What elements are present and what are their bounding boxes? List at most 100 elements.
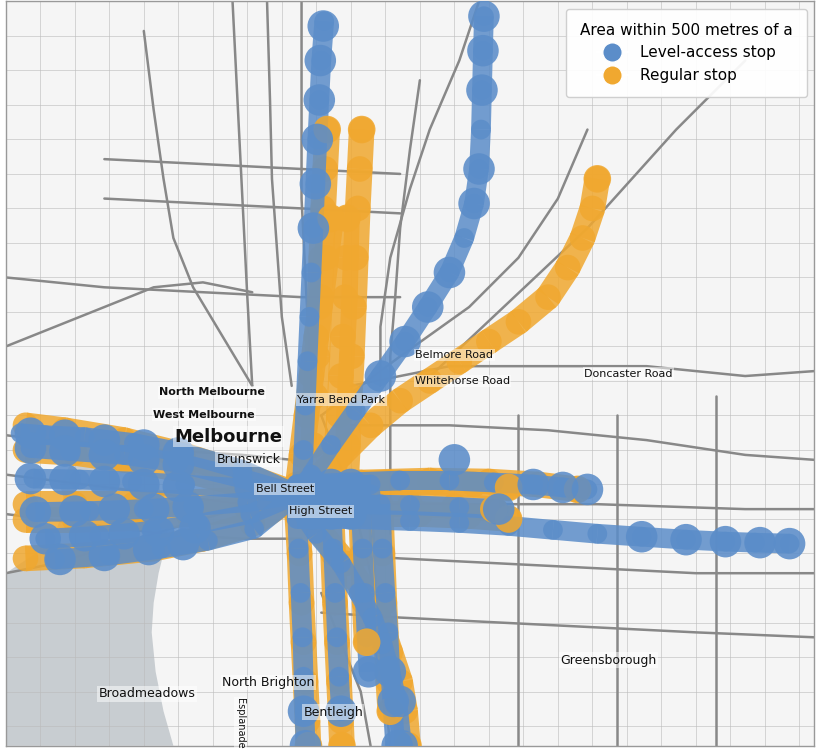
Polygon shape bbox=[288, 602, 316, 643]
Circle shape bbox=[333, 245, 358, 270]
Circle shape bbox=[301, 124, 333, 156]
Circle shape bbox=[12, 492, 38, 517]
Polygon shape bbox=[326, 681, 353, 722]
Circle shape bbox=[390, 470, 410, 491]
Circle shape bbox=[378, 623, 398, 643]
Polygon shape bbox=[199, 512, 256, 551]
Circle shape bbox=[370, 366, 390, 386]
Circle shape bbox=[314, 117, 340, 143]
Polygon shape bbox=[373, 642, 400, 683]
Polygon shape bbox=[303, 295, 333, 338]
Polygon shape bbox=[640, 527, 686, 550]
Circle shape bbox=[346, 485, 365, 504]
Polygon shape bbox=[459, 498, 499, 519]
Polygon shape bbox=[311, 525, 355, 572]
Polygon shape bbox=[160, 531, 210, 558]
Circle shape bbox=[170, 457, 196, 482]
Circle shape bbox=[89, 526, 109, 546]
Polygon shape bbox=[350, 588, 381, 622]
Polygon shape bbox=[473, 472, 509, 501]
Circle shape bbox=[471, 120, 491, 140]
Polygon shape bbox=[340, 470, 391, 498]
Circle shape bbox=[162, 437, 194, 469]
Circle shape bbox=[335, 498, 366, 530]
Polygon shape bbox=[45, 425, 85, 447]
Circle shape bbox=[99, 546, 119, 565]
Text: Belmore Road: Belmore Road bbox=[415, 350, 493, 360]
Polygon shape bbox=[487, 469, 538, 498]
Circle shape bbox=[303, 218, 323, 238]
Polygon shape bbox=[347, 504, 375, 554]
Polygon shape bbox=[355, 495, 370, 514]
Polygon shape bbox=[596, 524, 641, 547]
Polygon shape bbox=[6, 450, 173, 746]
Polygon shape bbox=[311, 20, 333, 61]
Polygon shape bbox=[345, 470, 400, 492]
Circle shape bbox=[384, 686, 415, 717]
Polygon shape bbox=[551, 520, 598, 544]
Circle shape bbox=[168, 453, 188, 473]
Circle shape bbox=[387, 388, 413, 414]
Circle shape bbox=[308, 521, 333, 547]
Polygon shape bbox=[372, 548, 395, 593]
Circle shape bbox=[583, 165, 610, 193]
Circle shape bbox=[170, 442, 196, 467]
Polygon shape bbox=[243, 482, 300, 522]
Polygon shape bbox=[342, 208, 370, 258]
Circle shape bbox=[287, 475, 306, 495]
Polygon shape bbox=[296, 361, 317, 406]
Circle shape bbox=[283, 482, 309, 507]
Circle shape bbox=[375, 583, 395, 602]
Polygon shape bbox=[311, 495, 326, 514]
Circle shape bbox=[296, 396, 315, 415]
Circle shape bbox=[335, 483, 366, 515]
Circle shape bbox=[69, 520, 100, 551]
Polygon shape bbox=[458, 513, 509, 536]
Circle shape bbox=[289, 730, 321, 755]
Circle shape bbox=[297, 351, 317, 371]
Polygon shape bbox=[301, 228, 323, 273]
Polygon shape bbox=[25, 543, 85, 572]
Circle shape bbox=[292, 627, 312, 647]
Polygon shape bbox=[351, 602, 379, 643]
Circle shape bbox=[59, 495, 90, 527]
Polygon shape bbox=[453, 493, 494, 522]
Polygon shape bbox=[98, 521, 152, 546]
Circle shape bbox=[11, 424, 30, 443]
Circle shape bbox=[49, 420, 80, 451]
Polygon shape bbox=[410, 495, 459, 517]
Polygon shape bbox=[341, 495, 355, 514]
Circle shape bbox=[321, 495, 341, 514]
Circle shape bbox=[316, 485, 336, 504]
Circle shape bbox=[449, 498, 468, 517]
Circle shape bbox=[376, 698, 404, 725]
Circle shape bbox=[454, 228, 473, 248]
Polygon shape bbox=[536, 260, 577, 304]
Circle shape bbox=[411, 291, 443, 323]
Circle shape bbox=[625, 521, 657, 553]
Circle shape bbox=[287, 475, 306, 495]
Polygon shape bbox=[176, 453, 244, 488]
Circle shape bbox=[35, 528, 55, 549]
Polygon shape bbox=[753, 533, 789, 553]
Polygon shape bbox=[311, 485, 326, 504]
Circle shape bbox=[348, 583, 369, 602]
Circle shape bbox=[438, 444, 469, 476]
Circle shape bbox=[308, 285, 333, 310]
Text: West Melbourne: West Melbourne bbox=[153, 409, 255, 420]
Circle shape bbox=[331, 475, 351, 495]
Polygon shape bbox=[283, 453, 314, 496]
Circle shape bbox=[326, 669, 351, 695]
Polygon shape bbox=[302, 356, 330, 396]
Circle shape bbox=[564, 476, 590, 502]
Circle shape bbox=[283, 482, 309, 507]
Circle shape bbox=[464, 193, 483, 214]
Circle shape bbox=[421, 470, 447, 495]
Circle shape bbox=[88, 439, 120, 470]
Polygon shape bbox=[555, 233, 593, 273]
Circle shape bbox=[141, 536, 166, 562]
Circle shape bbox=[669, 524, 701, 556]
Polygon shape bbox=[380, 671, 401, 702]
Circle shape bbox=[152, 539, 171, 559]
Polygon shape bbox=[206, 519, 256, 550]
